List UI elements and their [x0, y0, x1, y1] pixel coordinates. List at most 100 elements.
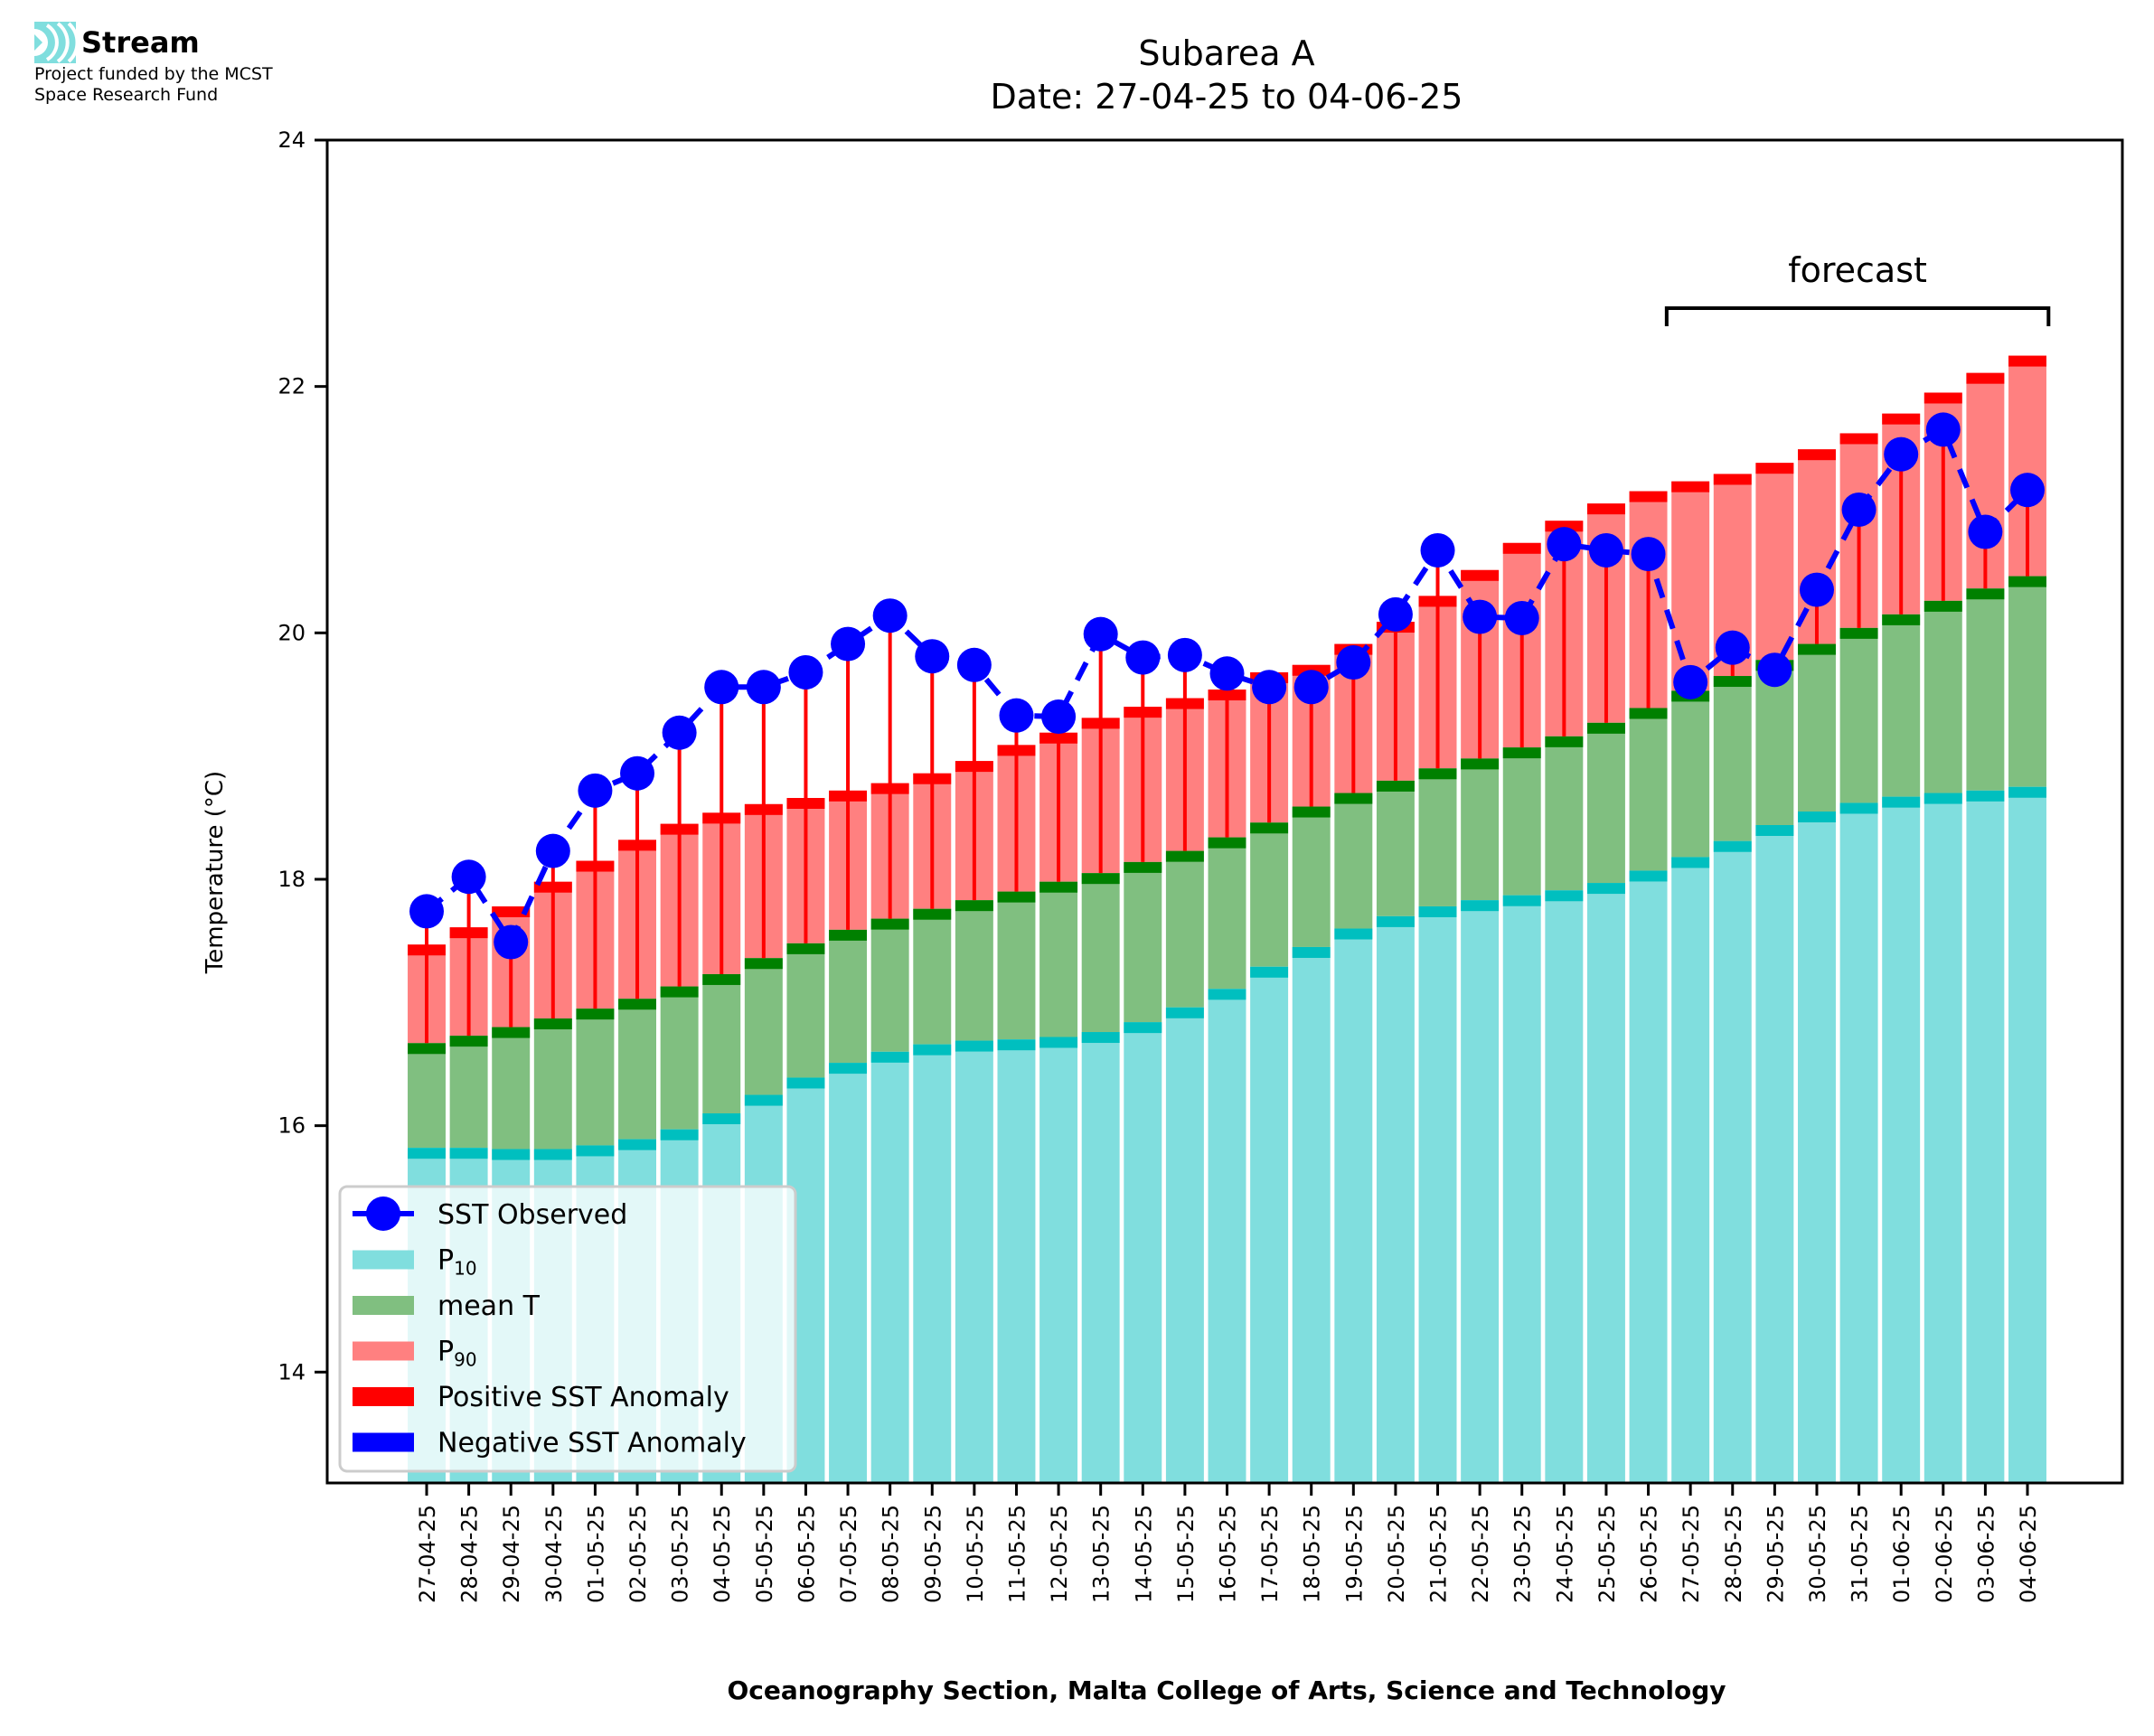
x-tick-label: 28-05-25 [1721, 1505, 1746, 1603]
p10-bar [1755, 824, 1794, 1483]
p10-bar [1250, 966, 1289, 1483]
p10-cap [1292, 946, 1331, 958]
sst-observed-point [704, 670, 739, 705]
funding-line-2: Space Research Fund [34, 85, 219, 105]
x-tick-label: 14-05-25 [1131, 1505, 1156, 1603]
sst-observed-point [1841, 492, 1877, 527]
y-tick-label: 18 [277, 867, 306, 892]
x-tick-label: 30-04-25 [541, 1505, 567, 1603]
sst-observed-point [956, 647, 992, 682]
mean-cap [870, 918, 909, 930]
legend-box [338, 1185, 797, 1473]
p10-bar [829, 1063, 868, 1483]
mean-bar [1081, 873, 1120, 1033]
mean-bar [1250, 822, 1289, 967]
forecast-bracket [1664, 306, 2051, 326]
sst-observed-point [1757, 652, 1792, 688]
p10-cap [1376, 915, 1415, 927]
mean-cap [576, 1009, 615, 1020]
p10-cap [1124, 1022, 1162, 1034]
mean-cap [660, 986, 699, 998]
p10-bar [1671, 857, 1710, 1483]
x-tick-label: 21-05-25 [1426, 1505, 1452, 1603]
mean-bar [1671, 690, 1710, 858]
mean-bar [533, 1018, 572, 1150]
x-tick-label: 03-06-25 [1973, 1505, 1999, 1603]
p10-cap [829, 1063, 868, 1074]
mean-bar [913, 908, 952, 1045]
sst-observed-point [535, 833, 570, 868]
mean-bar [1376, 780, 1415, 916]
p10-cap [618, 1139, 656, 1150]
x-tick-label: 16-05-25 [1216, 1505, 1241, 1603]
sst-observed-point [1420, 532, 1455, 568]
mean-cap [1418, 768, 1457, 780]
mean-bar [1418, 768, 1457, 906]
p10-cap [1713, 840, 1752, 852]
mean-bar [1124, 861, 1162, 1023]
x-tick-label: 08-05-25 [879, 1505, 904, 1603]
x-tick-label: 09-05-25 [920, 1505, 945, 1603]
mean-cap [744, 958, 783, 970]
sst-observed-point [1293, 670, 1329, 705]
p10-bar [1039, 1037, 1078, 1483]
p10-cap [1755, 824, 1794, 836]
x-tick-label: 05-05-25 [752, 1505, 777, 1603]
mean-cap [1039, 881, 1078, 893]
p90-cap [492, 906, 531, 917]
p10-bar [955, 1040, 993, 1483]
y-tick-label: 16 [277, 1113, 306, 1139]
p10-bar [1629, 870, 1668, 1483]
mean-cap [1839, 627, 1878, 639]
mean-bar [449, 1036, 488, 1149]
p90-cap [1924, 392, 1962, 404]
p10-cap [576, 1145, 615, 1157]
sst-observed-point [1504, 600, 1539, 635]
sst-observed-point [494, 924, 529, 960]
x-tick-label: 27-05-25 [1679, 1505, 1704, 1603]
x-tick-label: 29-04-25 [499, 1505, 524, 1603]
legend-swatch-mean [353, 1296, 414, 1315]
mean-bar [1334, 793, 1373, 929]
mean-bar [1208, 837, 1246, 990]
mean-cap [1798, 643, 1836, 655]
p10-bar [2008, 786, 2046, 1483]
p10-cap [1586, 883, 1625, 895]
x-tick-label: 20-05-25 [1384, 1505, 1409, 1603]
x-tick-label: 19-05-25 [1341, 1505, 1367, 1603]
x-tick-label: 04-05-25 [710, 1505, 735, 1603]
mean-bar [1461, 758, 1500, 901]
sst-observed-point [1968, 514, 2003, 549]
sst-observed-point [1715, 630, 1750, 665]
funding-line-1: Project funded by the MCST [34, 64, 273, 84]
p10-bar [1798, 812, 1836, 1483]
mean-bar [1755, 660, 1794, 825]
p90-cap [1502, 542, 1541, 554]
sst-observed-point [620, 755, 655, 791]
y-tick-label: 14 [277, 1359, 306, 1384]
mean-cap [786, 943, 825, 954]
p10-cap [1798, 812, 1836, 822]
sst-observed-point [1167, 637, 1202, 672]
mean-bar [702, 973, 741, 1114]
mean-bar [1966, 588, 2005, 791]
x-tick-label: 25-05-25 [1594, 1505, 1620, 1603]
x-tick-label: 01-06-25 [1889, 1505, 1914, 1603]
mean-cap [1882, 614, 1921, 625]
legend-marker-observed [366, 1196, 400, 1231]
mean-bar [1586, 722, 1625, 884]
mean-cap [1081, 873, 1120, 885]
x-tick-label: 27-04-25 [415, 1505, 440, 1603]
legend-subscript: 90 [454, 1349, 476, 1371]
x-tick-label: 03-05-25 [668, 1505, 693, 1603]
mean-cap [1629, 708, 1668, 719]
legend-swatch-p10 [353, 1250, 414, 1270]
p10-bar [1376, 915, 1415, 1483]
mean-cap [533, 1018, 572, 1030]
p10-cap [408, 1148, 446, 1159]
mean-cap [702, 973, 741, 985]
mean-bar [576, 1009, 615, 1146]
p10-bar [1882, 796, 1921, 1483]
mean-cap [2008, 576, 2046, 587]
